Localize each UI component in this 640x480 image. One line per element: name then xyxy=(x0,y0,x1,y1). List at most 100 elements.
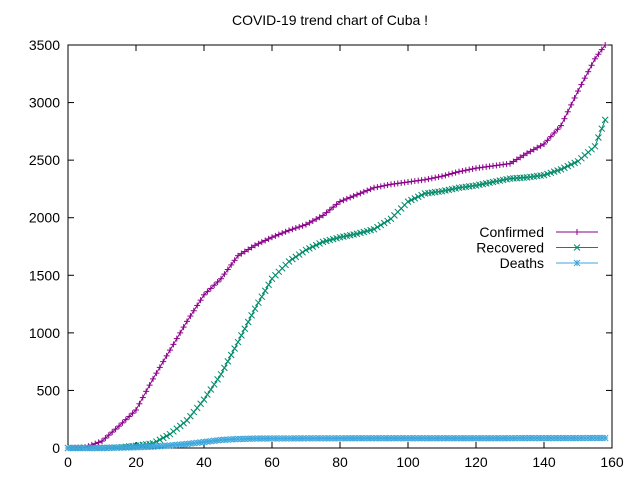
data-point xyxy=(309,243,317,251)
data-point xyxy=(510,158,517,165)
data-point xyxy=(139,394,146,401)
legend-label: Deaths xyxy=(500,255,544,271)
data-point xyxy=(217,370,225,378)
data-point xyxy=(180,324,187,331)
data-point xyxy=(255,299,262,307)
data-point xyxy=(156,436,164,444)
data-point xyxy=(337,198,343,205)
data-point xyxy=(231,257,238,264)
x-tick-label: 100 xyxy=(396,454,420,470)
data-point xyxy=(568,101,575,108)
series-confirmed xyxy=(65,42,609,451)
data-point xyxy=(601,434,609,442)
data-point xyxy=(408,196,415,204)
data-point xyxy=(296,223,303,230)
data-point xyxy=(357,190,364,197)
data-point xyxy=(320,212,326,219)
data-point xyxy=(312,241,320,249)
x-tick-label: 80 xyxy=(332,454,348,470)
data-point xyxy=(303,221,309,228)
data-point xyxy=(265,235,272,242)
chart-title: COVID-19 trend chart of Cuba ! xyxy=(232,12,428,28)
data-point xyxy=(602,42,609,48)
data-point xyxy=(432,174,439,181)
x-tick-label: 160 xyxy=(600,454,624,470)
data-point xyxy=(350,193,357,200)
data-point xyxy=(452,169,459,176)
data-point xyxy=(380,219,388,227)
data-point xyxy=(289,226,296,233)
data-point xyxy=(585,68,592,75)
data-point xyxy=(133,407,139,414)
y-tick-label: 3500 xyxy=(29,37,60,53)
data-point xyxy=(221,364,228,372)
legend-label: Confirmed xyxy=(479,224,544,240)
x-tick-label: 20 xyxy=(128,454,144,470)
data-point xyxy=(306,219,313,226)
data-point xyxy=(167,347,173,354)
data-point xyxy=(588,62,595,69)
plot-series xyxy=(64,42,609,452)
data-point xyxy=(309,217,316,224)
series-line xyxy=(68,119,606,449)
data-point xyxy=(561,115,568,122)
data-point xyxy=(364,187,371,194)
data-point xyxy=(292,253,300,261)
data-point xyxy=(571,159,578,167)
data-point xyxy=(374,184,381,191)
data-point xyxy=(564,162,572,170)
data-point xyxy=(377,221,385,229)
data-point xyxy=(173,335,180,342)
data-point xyxy=(411,195,419,202)
data-point xyxy=(187,313,194,320)
data-point xyxy=(126,413,133,420)
data-point xyxy=(160,358,167,365)
data-point xyxy=(295,251,303,258)
data-point xyxy=(381,182,388,189)
data-point xyxy=(116,423,122,430)
data-point xyxy=(537,142,544,149)
data-point xyxy=(557,166,565,173)
data-point xyxy=(558,122,564,129)
data-point xyxy=(262,237,269,244)
data-point xyxy=(520,152,527,159)
y-tick-label: 1500 xyxy=(29,267,60,283)
data-point xyxy=(601,116,609,124)
data-point xyxy=(282,228,289,235)
data-point xyxy=(184,318,190,325)
x-tick-label: 40 xyxy=(196,454,212,470)
data-point xyxy=(197,400,204,408)
data-point xyxy=(595,134,602,141)
data-point xyxy=(190,307,197,314)
data-point xyxy=(439,173,445,180)
legend-marker xyxy=(574,229,580,235)
data-point xyxy=(530,146,537,153)
data-point xyxy=(224,358,232,365)
data-point xyxy=(231,345,238,352)
data-point xyxy=(360,188,367,195)
data-point xyxy=(422,176,428,183)
data-point xyxy=(248,244,255,251)
data-point xyxy=(316,240,323,247)
data-point xyxy=(102,435,109,442)
data-point xyxy=(214,376,221,383)
data-point xyxy=(261,287,269,295)
data-point xyxy=(571,94,578,101)
data-point xyxy=(466,166,473,173)
data-point xyxy=(245,246,252,253)
data-point xyxy=(194,302,201,309)
data-point xyxy=(183,417,191,424)
y-tick-label: 0 xyxy=(52,440,60,456)
data-point xyxy=(235,252,241,259)
legend-item: Confirmed xyxy=(479,224,598,240)
data-point xyxy=(207,386,215,393)
data-point xyxy=(459,167,466,174)
data-point xyxy=(326,206,333,213)
data-point xyxy=(517,154,524,161)
data-point xyxy=(105,432,112,439)
data-point xyxy=(153,370,160,377)
data-point xyxy=(533,434,541,442)
data-point xyxy=(279,230,286,237)
data-point xyxy=(285,258,293,265)
data-point xyxy=(272,232,279,239)
